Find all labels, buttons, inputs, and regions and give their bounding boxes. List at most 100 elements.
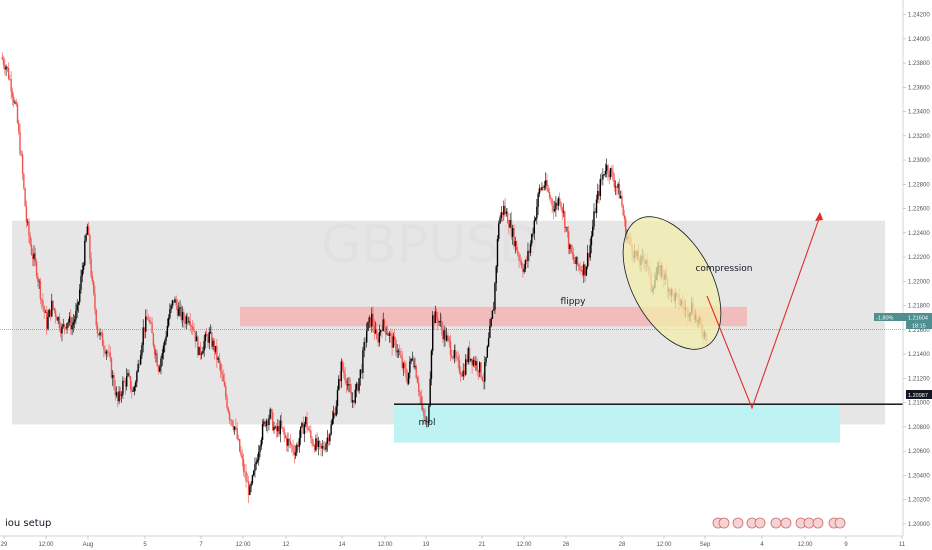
candle-body: [51, 300, 53, 317]
candle-body: [66, 322, 68, 329]
candle-body: [560, 202, 562, 208]
candle-body: [65, 327, 67, 329]
candle-body: [451, 355, 453, 358]
candle-body: [12, 97, 15, 103]
candle-body: [357, 383, 359, 391]
candle-body: [466, 359, 468, 363]
candle-body: [445, 335, 448, 341]
candle-body: [9, 79, 11, 80]
candle-body: [550, 197, 552, 200]
candle-body: [534, 218, 537, 221]
candle-body: [500, 212, 502, 218]
candle-body: [335, 406, 337, 416]
candle-body: [512, 228, 514, 237]
candle-body: [219, 363, 222, 372]
candle-body: [604, 170, 607, 175]
x-tick-label: 14: [339, 542, 346, 548]
candle-body: [611, 168, 613, 172]
x-tick-label: 12:00: [38, 542, 54, 548]
event-flag-icon[interactable]: [812, 517, 824, 529]
y-tick-label: 1.21800: [908, 304, 930, 310]
candle-body: [87, 226, 90, 236]
candle-body: [289, 440, 292, 445]
candle-body: [42, 300, 44, 307]
candle-body: [24, 188, 26, 207]
candle-body: [296, 444, 298, 453]
candle-body: [598, 191, 600, 196]
candle-body: [531, 234, 533, 244]
candle-body: [607, 165, 609, 175]
candle-body: [43, 306, 45, 313]
candle-body: [75, 310, 77, 320]
candle-body: [619, 195, 622, 199]
candle-body: [536, 206, 538, 219]
candle-body: [73, 319, 76, 323]
candle-body: [119, 391, 122, 396]
y-tick-label: 1.23200: [908, 134, 930, 140]
y-axis-ticks: 1.24200 1.24000 1.23800 1.23600 1.23400 1.232…: [903, 13, 930, 528]
event-flag-icon[interactable]: [780, 517, 792, 529]
candle-body: [564, 211, 566, 228]
candle-body: [286, 437, 288, 446]
candle-body: [5, 66, 7, 70]
candle-body: [194, 331, 196, 342]
candle-body: [52, 300, 54, 309]
candle-body: [240, 451, 242, 456]
candle-body: [556, 202, 558, 206]
y-tick-label: 1.23800: [908, 61, 930, 67]
candle-body: [204, 333, 207, 342]
compression-ellipse[interactable]: [603, 201, 741, 366]
candle-body: [435, 311, 438, 319]
candle-body: [522, 267, 524, 272]
candle-body: [330, 424, 332, 435]
candle-body: [113, 375, 115, 388]
x-tick-label: 9: [844, 542, 848, 548]
candle-body: [1, 56, 3, 60]
candle-body: [368, 317, 370, 322]
level-badge: 1.20987: [906, 390, 932, 399]
candle-body: [546, 180, 548, 190]
candle-body: [480, 362, 482, 377]
candle-body: [256, 460, 259, 463]
candle-body: [517, 250, 519, 255]
event-flag-icon[interactable]: [770, 517, 782, 529]
candle-body: [395, 339, 397, 352]
candle-body: [594, 211, 596, 214]
flippy-label: flippy: [561, 297, 587, 307]
event-flag-icon[interactable]: [834, 517, 846, 529]
candle-body: [542, 187, 544, 188]
candle-body: [570, 244, 572, 252]
candle-body: [386, 333, 388, 335]
y-tick-label: 1.20600: [908, 449, 930, 455]
candle-body: [404, 363, 406, 369]
candle-body: [397, 350, 400, 352]
event-flag-icon[interactable]: [732, 517, 744, 529]
candle-body: [152, 333, 155, 346]
candle-body: [263, 421, 265, 425]
candle-body: [433, 315, 435, 324]
candle-body: [239, 439, 241, 452]
event-flag-icon[interactable]: [803, 517, 815, 529]
candle-body: [165, 336, 167, 341]
candle-body: [613, 179, 616, 187]
candle-body: [454, 350, 457, 357]
candle-body: [585, 266, 588, 276]
candle-body: [456, 356, 458, 358]
projection-path[interactable]: [706, 215, 821, 410]
candle-body: [179, 306, 181, 309]
candle-body: [327, 437, 330, 442]
candle-body: [279, 420, 282, 435]
candle-body: [463, 370, 466, 375]
y-tick-label: 1.20800: [908, 425, 930, 431]
candle-body: [250, 483, 252, 487]
x-tick-label: 7: [199, 542, 203, 548]
economic-events[interactable]: [712, 517, 846, 529]
candle-body: [161, 353, 163, 359]
event-flag-icon[interactable]: [718, 517, 730, 529]
event-flag-icon[interactable]: [754, 517, 766, 529]
candle-body: [520, 261, 523, 268]
y-tick-label: 1.20200: [908, 498, 930, 504]
candle-body: [562, 211, 565, 213]
mpl-label: mpl: [419, 418, 436, 428]
